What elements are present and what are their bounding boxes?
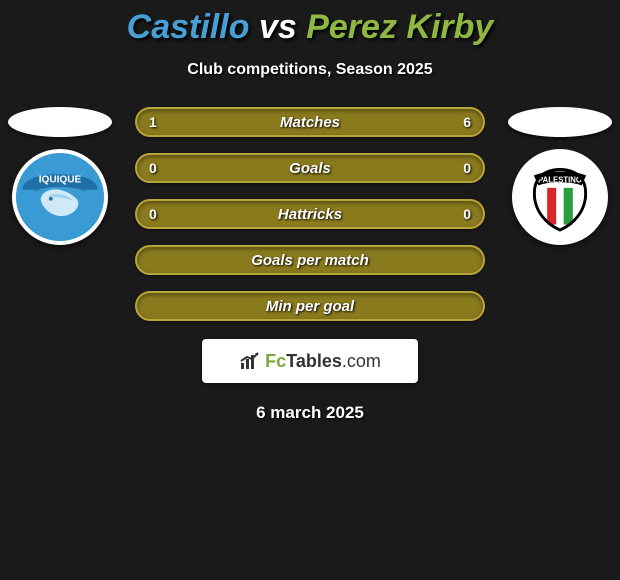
stat-value-right: 6 bbox=[463, 114, 471, 130]
stat-row: 0 Goals 0 bbox=[135, 153, 485, 183]
brand-tables: Tables bbox=[286, 351, 342, 371]
flag-ellipse-left bbox=[8, 107, 112, 137]
palestino-label: PALESTINO bbox=[538, 175, 582, 184]
team-left-crest: IQUIQUE bbox=[12, 149, 108, 245]
iquique-crest-svg: IQUIQUE bbox=[16, 149, 104, 245]
stat-value-left: 1 bbox=[149, 114, 157, 130]
stat-row: Min per goal bbox=[135, 291, 485, 321]
comparison-content: IQUIQUE PALESTINO 1 Matches 6 0 Goals 0 0 Hattr… bbox=[0, 107, 620, 423]
title-player-right: Perez Kirby bbox=[306, 8, 493, 46]
stat-label: Hattricks bbox=[278, 206, 342, 223]
stat-rows: 1 Matches 6 0 Goals 0 0 Hattricks 0 Goals per mat… bbox=[135, 107, 485, 321]
brand-chart-icon bbox=[239, 351, 261, 371]
brand-text: FcTables.com bbox=[265, 351, 381, 372]
stat-row: 0 Hattricks 0 bbox=[135, 199, 485, 229]
page-title: Castillo vs Perez Kirby bbox=[0, 0, 620, 47]
stat-value-left: 0 bbox=[149, 206, 157, 222]
stat-value-right: 0 bbox=[463, 160, 471, 176]
brand-fc: Fc bbox=[265, 351, 286, 371]
stat-row: 1 Matches 6 bbox=[135, 107, 485, 137]
team-left-block: IQUIQUE bbox=[0, 107, 120, 245]
team-right-crest: PALESTINO bbox=[512, 149, 608, 245]
palestino-crest-svg: PALESTINO bbox=[516, 149, 604, 245]
stat-label: Goals bbox=[289, 160, 331, 177]
iquique-label: IQUIQUE bbox=[39, 174, 82, 185]
stat-label: Matches bbox=[280, 114, 340, 131]
stat-value-right: 0 bbox=[463, 206, 471, 222]
brand-box[interactable]: FcTables.com bbox=[202, 339, 418, 383]
stat-value-left: 0 bbox=[149, 160, 157, 176]
title-player-left: Castillo bbox=[127, 8, 250, 46]
comparison-date: 6 march 2025 bbox=[0, 403, 620, 423]
stat-label: Goals per match bbox=[251, 252, 369, 269]
stat-label: Min per goal bbox=[266, 298, 354, 315]
brand-com: .com bbox=[342, 351, 381, 371]
team-right-block: PALESTINO bbox=[500, 107, 620, 245]
stat-row: Goals per match bbox=[135, 245, 485, 275]
title-vs: vs bbox=[259, 8, 297, 46]
subtitle: Club competitions, Season 2025 bbox=[0, 61, 620, 79]
flag-ellipse-right bbox=[508, 107, 612, 137]
